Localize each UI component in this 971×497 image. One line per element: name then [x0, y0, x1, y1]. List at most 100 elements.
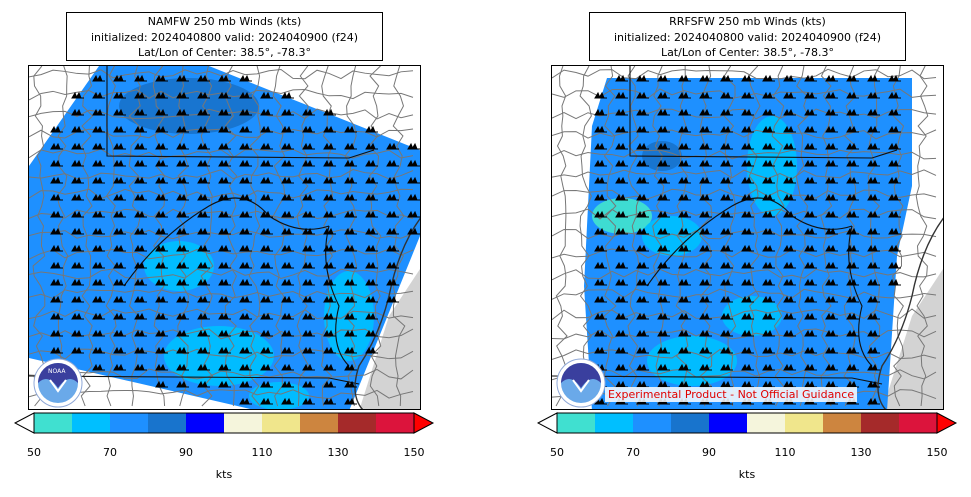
- wind-barb: [867, 91, 880, 99]
- wind-barb: [365, 278, 378, 286]
- wind-barb: [218, 108, 231, 116]
- wind-barb: [657, 227, 670, 235]
- colorbar-max-extend: [936, 412, 958, 434]
- wind-barb: [302, 176, 315, 184]
- wind-barb: [197, 142, 210, 150]
- wind-barb: [615, 74, 628, 82]
- wind-barb: [783, 346, 796, 354]
- wind-barbs: [50, 74, 420, 405]
- ocean-area: [882, 269, 943, 409]
- wind-barb: [344, 125, 357, 133]
- wind-barb: [323, 193, 336, 201]
- wind-barb: [281, 278, 294, 286]
- wind-barb: [699, 363, 712, 371]
- wind-barb: [71, 210, 84, 218]
- wind-barb: [134, 312, 147, 320]
- wind-barb: [50, 142, 63, 150]
- wind-barb: [804, 74, 817, 82]
- wind-barb: [197, 363, 210, 371]
- wind-barb: [323, 380, 336, 388]
- wind-barb: [762, 193, 775, 201]
- wind-barb: [657, 108, 670, 116]
- wind-barb: [825, 91, 838, 99]
- wind-barb: [50, 261, 63, 269]
- wind-barb: [699, 142, 712, 150]
- colorbar-swatch: [376, 413, 415, 433]
- wind-barb: [741, 227, 754, 235]
- wind-barb: [888, 261, 901, 269]
- wind-barb: [657, 91, 670, 99]
- wind-barb: [386, 295, 399, 303]
- wind-barb: [615, 312, 628, 320]
- wind-barb: [783, 91, 796, 99]
- colorbar-swatch: [823, 413, 862, 433]
- wind-barb: [323, 312, 336, 320]
- wind-barb: [804, 210, 817, 218]
- wind-barb: [615, 193, 628, 201]
- wind-barb: [71, 227, 84, 235]
- wind-barb: [92, 261, 105, 269]
- wind-barb: [762, 346, 775, 354]
- colorbar-swatch: [671, 413, 710, 433]
- wind-barb: [888, 244, 901, 252]
- wind-barb: [657, 125, 670, 133]
- wind-barb: [783, 329, 796, 337]
- wind-barb: [113, 74, 126, 82]
- wind-barb: [197, 295, 210, 303]
- wind-barb: [699, 91, 712, 99]
- wind-barb: [155, 159, 168, 167]
- wind-barb: [323, 244, 336, 252]
- colorbar-tick-label: 90: [702, 446, 716, 459]
- wind-barb: [762, 278, 775, 286]
- wind-barb: [615, 176, 628, 184]
- wind-barb: [344, 363, 357, 371]
- wind-barb: [888, 91, 901, 99]
- wind-barb: [365, 329, 378, 337]
- wind-barb: [281, 227, 294, 235]
- wind-barb: [197, 278, 210, 286]
- wind-barb: [804, 278, 817, 286]
- wind-barb: [302, 125, 315, 133]
- wind-barb: [113, 329, 126, 337]
- wind-barb: [365, 193, 378, 201]
- wind-barb: [846, 108, 859, 116]
- wind-barb: [594, 397, 607, 405]
- wind-barb: [594, 108, 607, 116]
- wind-barb: [407, 159, 420, 167]
- wind-barb: [323, 125, 336, 133]
- wind-barb: [825, 295, 838, 303]
- wind-barb: [846, 159, 859, 167]
- wind-barb: [239, 108, 252, 116]
- wind-barb: [218, 312, 231, 320]
- wind-barb: [344, 176, 357, 184]
- wind-barb: [846, 74, 859, 82]
- wind-barb: [636, 91, 649, 99]
- wind-barb: [783, 312, 796, 320]
- wind-barb: [699, 244, 712, 252]
- wind-barb: [825, 176, 838, 184]
- wind-barb: [867, 176, 880, 184]
- wind-barb: [762, 142, 775, 150]
- wind-barb: [71, 244, 84, 252]
- wind-barb: [867, 261, 880, 269]
- wind-barb: [134, 278, 147, 286]
- wind-barb: [594, 312, 607, 320]
- wind-barb: [302, 193, 315, 201]
- wind-barb: [825, 210, 838, 218]
- wind-barb: [678, 176, 691, 184]
- colorbar-tick-label: 130: [850, 446, 872, 459]
- rrfsfw-colorbar-label: kts: [738, 468, 756, 481]
- wind-barb: [594, 346, 607, 354]
- wind-barb: [594, 227, 607, 235]
- wind-barb: [762, 295, 775, 303]
- wind-barb: [407, 193, 420, 201]
- wind-barb: [344, 380, 357, 388]
- wind-barb: [365, 142, 378, 150]
- wind-barb: [344, 142, 357, 150]
- wind-barb: [113, 142, 126, 150]
- wind-barb: [657, 244, 670, 252]
- wind-barb: [92, 108, 105, 116]
- wind-barb: [699, 108, 712, 116]
- wind-barb: [260, 312, 273, 320]
- wind-barb: [323, 227, 336, 235]
